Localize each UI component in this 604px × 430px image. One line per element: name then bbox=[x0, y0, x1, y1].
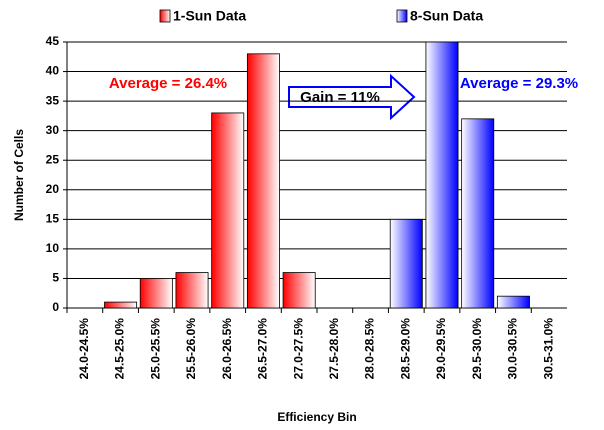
bar bbox=[246, 53, 280, 309]
x-axis-label: Efficiency Bin bbox=[277, 410, 356, 424]
annotation: Gain = 11% bbox=[300, 89, 380, 106]
bar bbox=[282, 272, 316, 309]
annotation: Average = 26.4% bbox=[109, 75, 227, 92]
y-tick-label: 5 bbox=[52, 271, 59, 285]
x-tick-label: 29.0-29.5% bbox=[434, 318, 448, 380]
x-tick-label: 24.0-24.5% bbox=[77, 318, 91, 380]
bar bbox=[461, 118, 495, 309]
legend-label: 1-Sun Data bbox=[173, 8, 246, 24]
y-tick-label: 10 bbox=[46, 241, 60, 255]
x-tick-label: 25.5-26.0% bbox=[184, 318, 198, 380]
x-tick-label: 27.0-27.5% bbox=[291, 318, 305, 380]
y-tick-label: 30 bbox=[46, 123, 60, 137]
legend-swatch bbox=[396, 9, 408, 23]
bar bbox=[496, 295, 530, 309]
bar bbox=[425, 41, 459, 309]
bar bbox=[139, 278, 173, 309]
x-tick-label: 30.0-30.5% bbox=[506, 318, 520, 380]
y-tick-label: 40 bbox=[46, 64, 60, 78]
bar bbox=[104, 301, 138, 309]
x-tick-label: 26.0-26.5% bbox=[220, 318, 234, 380]
y-axis-label: Number of Cells bbox=[12, 129, 26, 221]
x-tick-label: 30.5-31.0% bbox=[541, 318, 555, 380]
bar bbox=[389, 218, 423, 309]
y-tick-label: 20 bbox=[46, 182, 60, 196]
gain-arrow bbox=[288, 73, 416, 121]
legend-label: 8-Sun Data bbox=[410, 8, 483, 24]
x-tick-label: 27.5-28.0% bbox=[327, 318, 341, 380]
x-tick-label: 26.5-27.0% bbox=[256, 318, 270, 380]
legend-swatch bbox=[159, 9, 171, 23]
y-tick-label: 0 bbox=[52, 300, 59, 314]
x-tick-label: 28.5-29.0% bbox=[398, 318, 412, 380]
x-tick-label: 28.0-28.5% bbox=[363, 318, 377, 380]
y-tick-label: 35 bbox=[46, 93, 60, 107]
x-tick-label: 25.0-25.5% bbox=[148, 318, 162, 380]
x-tick-label: 29.5-30.0% bbox=[470, 318, 484, 380]
y-tick-label: 15 bbox=[46, 212, 60, 226]
y-tick-label: 25 bbox=[46, 152, 60, 166]
annotation: Average = 29.3% bbox=[460, 75, 578, 92]
y-tick-label: 45 bbox=[46, 34, 60, 48]
bar bbox=[211, 112, 245, 309]
bar bbox=[175, 272, 209, 309]
x-tick-label: 24.5-25.0% bbox=[113, 318, 127, 380]
